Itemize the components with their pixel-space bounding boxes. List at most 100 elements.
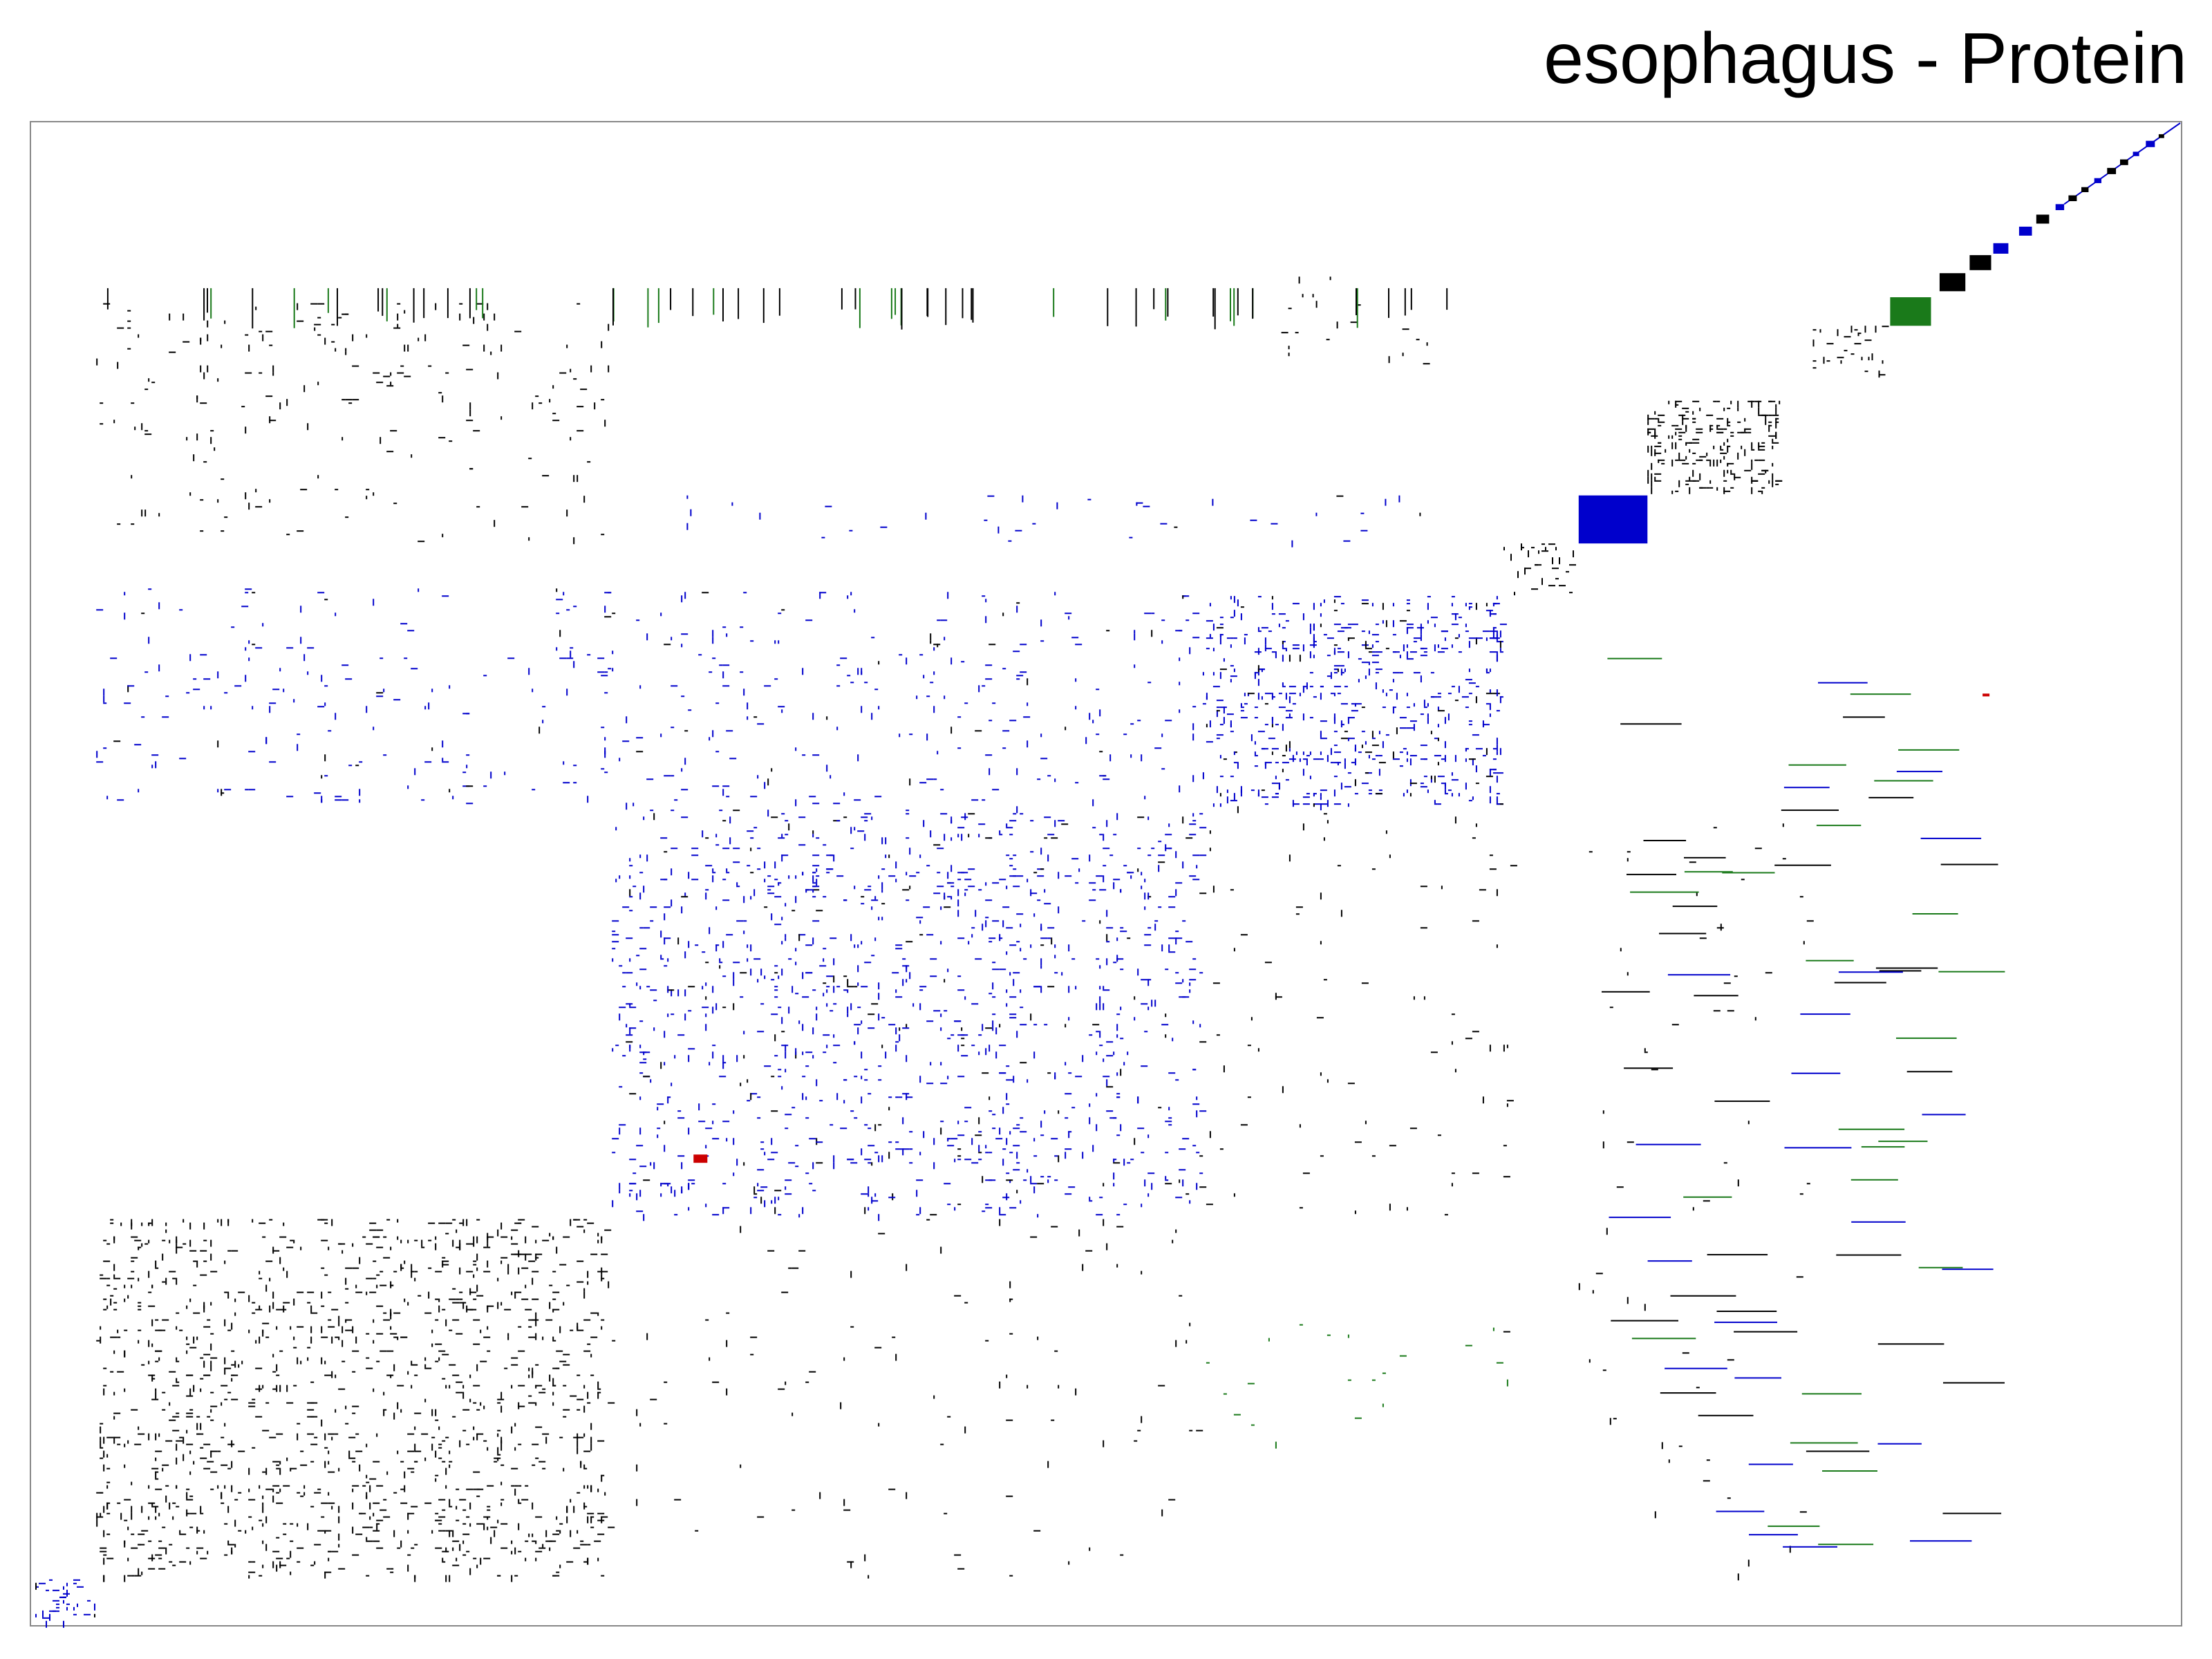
diag-block-7-cell (1878, 374, 1886, 376)
diag-block-1-cell (386, 1568, 391, 1570)
off-block-0-cell (96, 761, 104, 763)
diag-block-1-cell (307, 1291, 315, 1293)
diag-block-2-cell (805, 972, 813, 974)
diag-block-3-cell (1257, 693, 1259, 700)
diag-block-2-cell (639, 854, 641, 859)
diag-block-1-cell (473, 1385, 480, 1387)
diag-block-3-cell (1347, 637, 1355, 639)
right-stroke (1609, 1217, 1671, 1219)
diag-block-2-cell (788, 958, 792, 960)
diag-block-1-cell (552, 1340, 556, 1342)
diag-block-3-cell (1454, 755, 1456, 762)
diag-block-2-cell (722, 1062, 727, 1064)
diag-block-1-cell (113, 1236, 115, 1244)
diag-block-2-cell (1165, 1034, 1167, 1038)
diag-block-2-cell (919, 1152, 921, 1156)
diag-block-3-cell (1434, 803, 1438, 805)
diag-block-2-cell (705, 837, 709, 839)
diag-block-1-cell (500, 1547, 508, 1549)
diag-block-3-cell (1451, 772, 1453, 776)
diag-block-1-cell (100, 1512, 102, 1517)
off-block-0-cell (604, 737, 606, 741)
diag-block-2-cell (812, 896, 816, 898)
off-block-2-cell (601, 399, 605, 401)
diag-block-2-cell (1154, 920, 1159, 922)
diag-block-1-cell (131, 1512, 133, 1520)
right-stroke (1714, 1100, 1770, 1103)
diag-block-2-cell (760, 1003, 765, 1005)
diag-block-3-cell (1309, 717, 1313, 719)
diag-block-1-cell (352, 1267, 359, 1269)
diag-block-3-cell (1465, 782, 1467, 790)
off-block-1-cell (715, 702, 720, 704)
off-block-2-cell (390, 382, 392, 386)
diag-block-2-cell (816, 1079, 818, 1087)
diag-block-2-cell (1006, 1172, 1010, 1174)
diag-block-2-cell (871, 816, 873, 821)
diag-block-2-cell (1002, 1148, 1006, 1150)
diag-block-3-cell (1496, 803, 1500, 805)
diag-block-1-cell (411, 1471, 415, 1473)
diag-block-2-cell (1141, 1065, 1148, 1067)
diag-block-2-cell (823, 993, 825, 997)
diag-block-7-cell (1871, 353, 1873, 361)
off-block-7-cell (1741, 879, 1745, 881)
diag-block-2-cell (1044, 903, 1051, 905)
diag-block-1-cell (514, 1423, 516, 1427)
diag-block-1-cell (597, 1557, 599, 1562)
diag-block-2-cell (847, 1006, 849, 1014)
diag-block-3-cell (1468, 693, 1472, 695)
diag-block-2-cell (684, 892, 686, 897)
diag-block-3-cell (1282, 655, 1284, 662)
off-block-3-cell (404, 310, 406, 314)
off-block-1-cell (847, 595, 849, 599)
diag-block-2-cell (785, 903, 787, 907)
diag-block-1-cell (590, 1485, 592, 1492)
diag-block-1-cell (276, 1557, 283, 1559)
diag-block-1-cell (148, 1485, 150, 1489)
diag-block-3-cell (1496, 689, 1498, 697)
diag-block-1-cell (106, 1502, 111, 1504)
off-block-1-cell (619, 758, 621, 762)
diag-block-2-cell (1013, 979, 1015, 986)
off-block-3-cell (352, 365, 359, 367)
diag-block-2-cell (619, 1190, 621, 1194)
diag-block-2-cell (957, 989, 965, 991)
diag-block-1-cell (138, 1329, 142, 1331)
diag-block-1-cell (138, 1533, 145, 1535)
right-stroke (1877, 1343, 1944, 1345)
off-block-0-cell (601, 727, 605, 729)
diag-block-1-cell (577, 1322, 579, 1330)
diag-block-2-cell (619, 1086, 623, 1088)
diag-block-1-cell (286, 1271, 288, 1278)
diag-block-1-cell (189, 1561, 191, 1565)
diag-block-3-cell (1406, 624, 1414, 626)
off-block-4-cell (1451, 1183, 1453, 1187)
diag-block-2-cell (971, 1003, 979, 1005)
diag-block-1-cell (272, 1495, 274, 1503)
diag-block-1-cell (532, 1502, 534, 1510)
diag-block-1-cell (552, 1367, 560, 1369)
off-block-1-cell (836, 664, 841, 666)
diag-block-2-cell (1089, 854, 1091, 862)
diag-block-2-cell (1127, 937, 1131, 939)
diag-block-2-cell (919, 986, 927, 988)
diag-block-1-cell (390, 1284, 394, 1286)
diag-block-2-cell (712, 1214, 720, 1216)
diag-block-3-cell (1496, 658, 1498, 662)
diag-block-3-cell (1247, 693, 1249, 697)
diag-block-1-cell (390, 1374, 392, 1378)
off-block-7-cell (1602, 1110, 1604, 1114)
diag-block-1-cell (480, 1557, 482, 1565)
diag-block-1-cell (117, 1502, 121, 1504)
off-block-2-cell (200, 402, 207, 404)
off-block-5-cell (726, 1312, 730, 1314)
off-block-3-cell (338, 317, 342, 319)
off-block-4-cell (1389, 1203, 1391, 1211)
diag-block-2-cell (1168, 896, 1176, 898)
right-stroke (1627, 874, 1676, 876)
off-block-3-cell (352, 334, 354, 341)
diag-block-2-cell (719, 958, 721, 962)
diag-block-2-cell (1182, 979, 1184, 983)
right-stroke (1943, 1382, 2005, 1384)
